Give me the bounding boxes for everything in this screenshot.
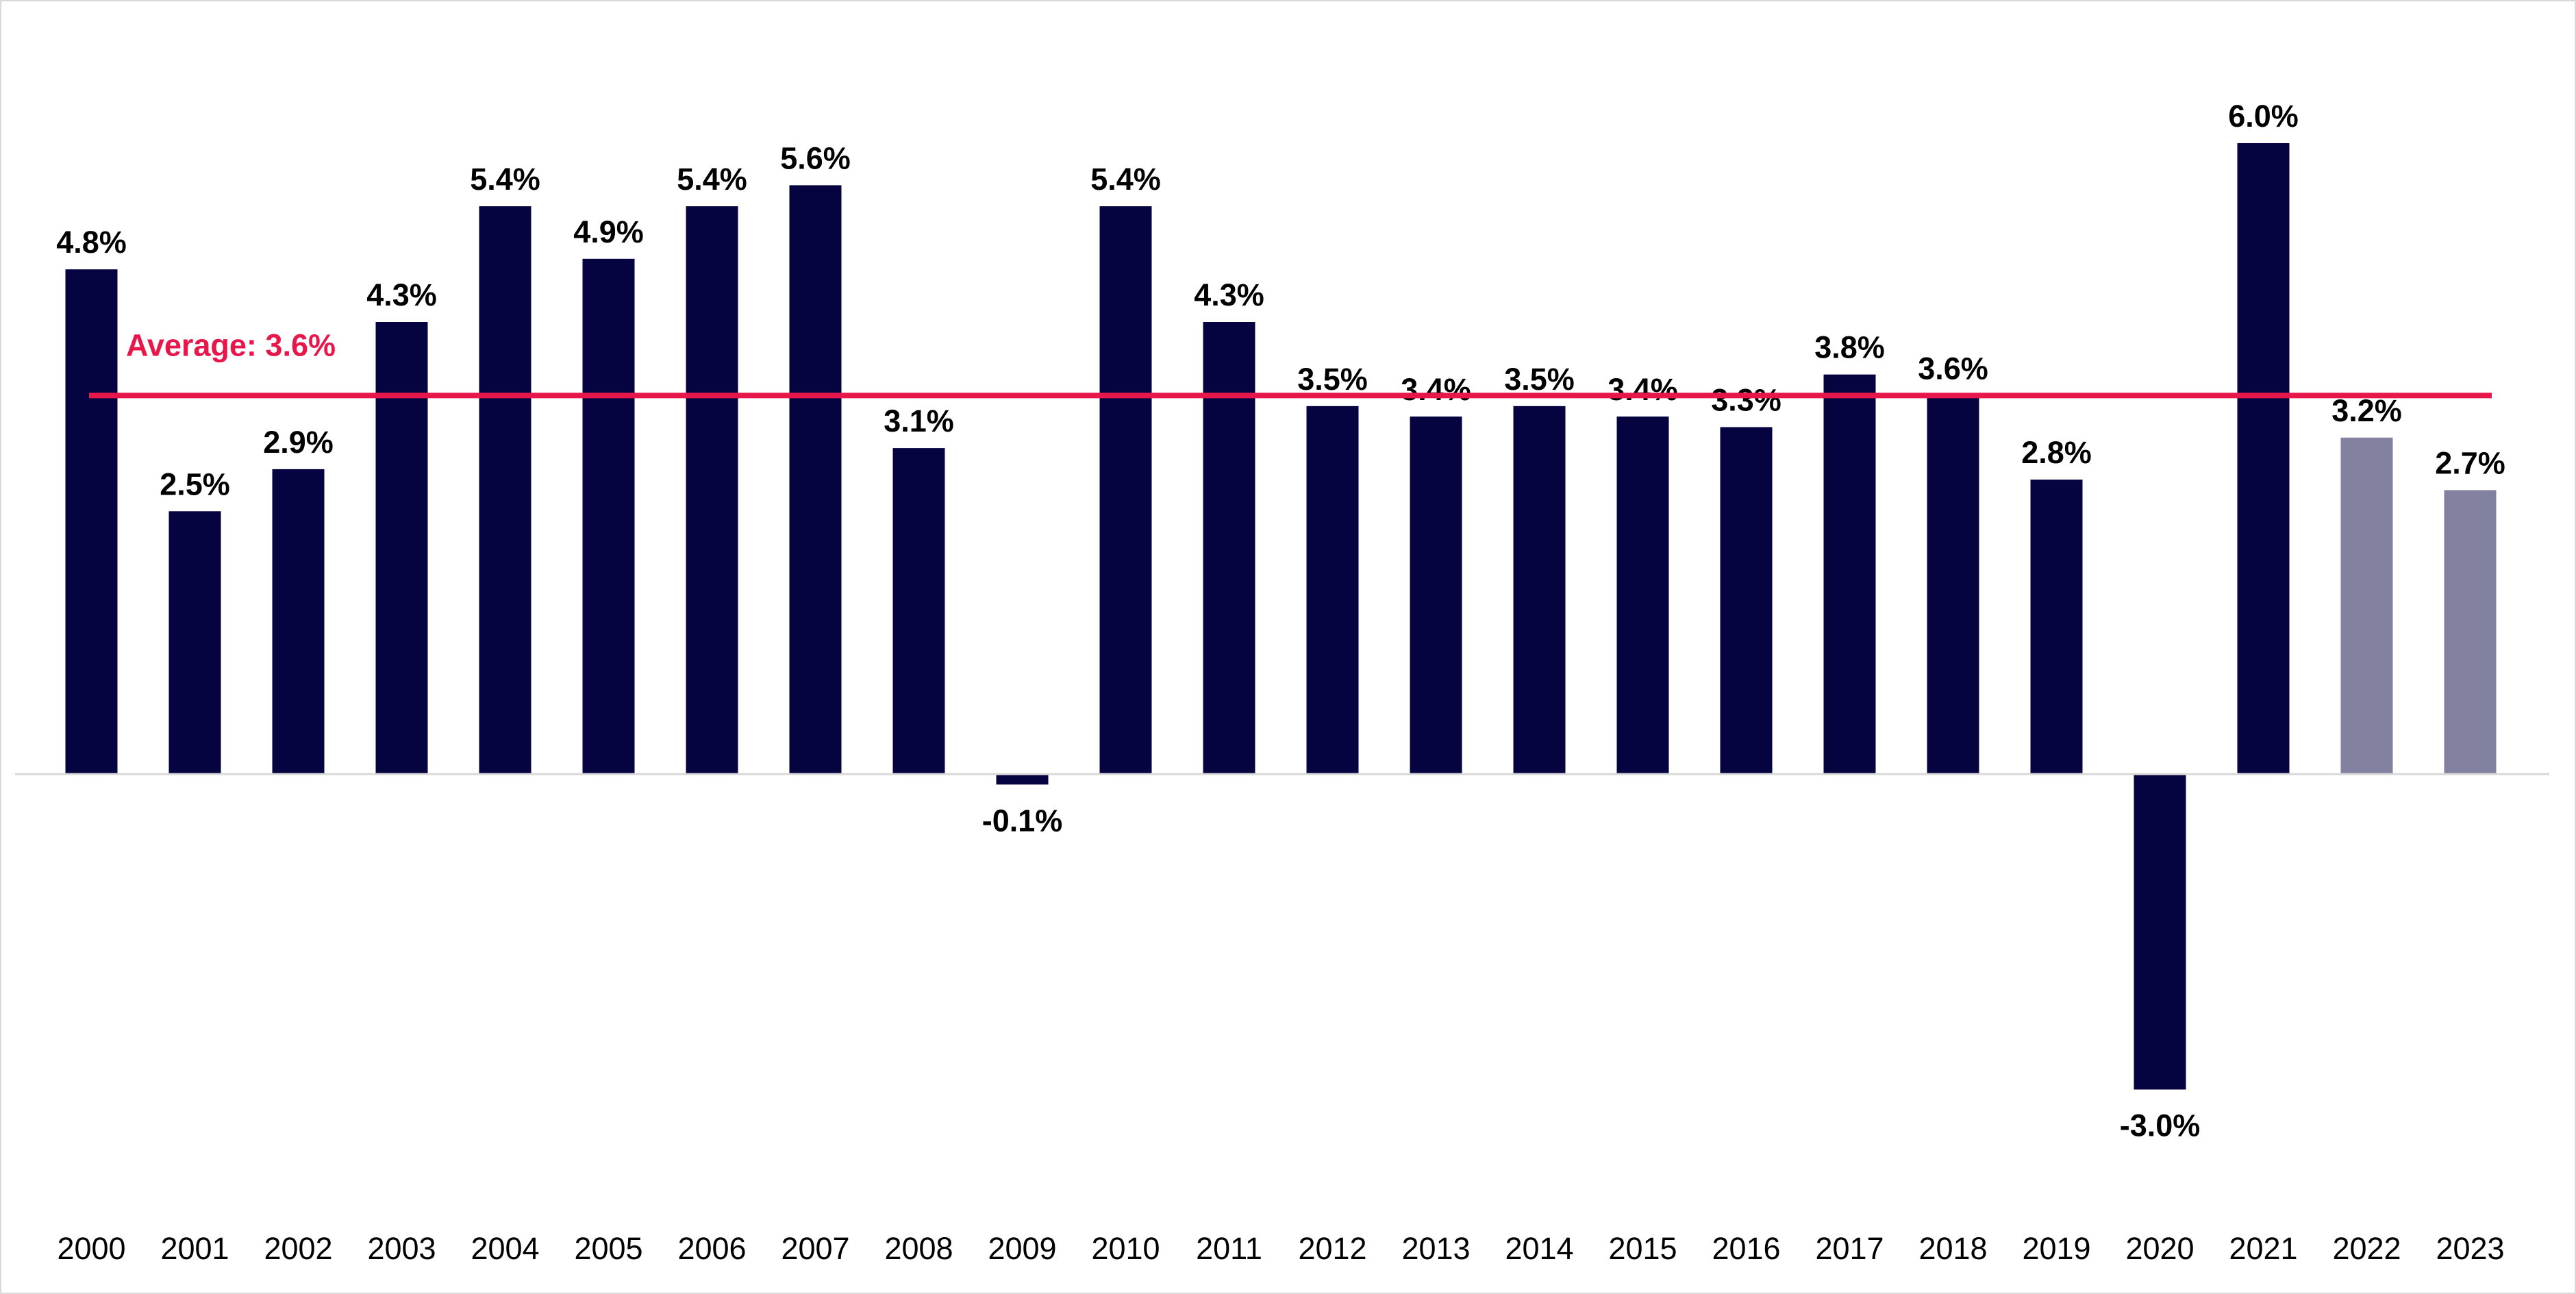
bar-2001 bbox=[168, 511, 221, 775]
bar-2004 bbox=[479, 206, 532, 775]
data-label-2009: -0.1% bbox=[982, 803, 1063, 838]
data-label-2015: 3.4% bbox=[1608, 372, 1678, 407]
bar-2008 bbox=[892, 448, 945, 774]
bar-2002 bbox=[272, 469, 325, 774]
data-label-2013: 3.4% bbox=[1401, 372, 1471, 407]
bar-2012 bbox=[1306, 406, 1359, 775]
x-tick-2019: 2019 bbox=[2022, 1231, 2090, 1266]
data-label-2005: 4.9% bbox=[573, 214, 644, 249]
x-tick-2007: 2007 bbox=[781, 1231, 849, 1266]
x-tick-2005: 2005 bbox=[574, 1231, 642, 1266]
bar-2021 bbox=[2237, 143, 2290, 774]
x-tick-2012: 2012 bbox=[1298, 1231, 1366, 1266]
data-labels-layer: 4.8% 2.5% 2.9% 4.3% 5.4% 4.9% 5.4% 5.6% 3.1% -0.1… bbox=[56, 99, 2505, 1143]
bar-2005 bbox=[582, 258, 635, 774]
bar-2000 bbox=[65, 269, 118, 774]
x-tick-2011: 2011 bbox=[1196, 1231, 1262, 1266]
x-tick-2006: 2006 bbox=[677, 1231, 746, 1266]
data-label-2016: 3.3% bbox=[1711, 383, 1781, 418]
x-tick-2009: 2009 bbox=[988, 1231, 1056, 1266]
bar-2003 bbox=[375, 322, 428, 774]
x-tick-2010: 2010 bbox=[1091, 1231, 1160, 1266]
bar-2020 bbox=[2134, 774, 2186, 1090]
data-label-2001: 2.5% bbox=[160, 466, 230, 501]
bar-2010 bbox=[1099, 206, 1152, 775]
data-label-2003: 4.3% bbox=[366, 277, 437, 312]
bar-2018 bbox=[1927, 395, 1979, 774]
bar-2009 bbox=[996, 774, 1049, 785]
average-label: Average: 3.6% bbox=[126, 327, 336, 362]
x-tick-2015: 2015 bbox=[1608, 1231, 1677, 1266]
x-tick-2001: 2001 bbox=[160, 1231, 229, 1266]
data-label-2002: 2.9% bbox=[263, 425, 334, 460]
bar-2014 bbox=[1513, 406, 1566, 775]
bar-2011 bbox=[1203, 322, 1255, 774]
data-label-2022: 3.2% bbox=[2331, 393, 2402, 428]
x-tick-2021: 2021 bbox=[2229, 1231, 2297, 1266]
x-tick-2003: 2003 bbox=[367, 1231, 436, 1266]
x-tick-2002: 2002 bbox=[264, 1231, 332, 1266]
bar-2013 bbox=[1410, 416, 1462, 774]
bar-2016 bbox=[1720, 427, 1773, 774]
x-tick-2008: 2008 bbox=[884, 1231, 953, 1266]
data-label-2006: 5.4% bbox=[677, 162, 747, 197]
bar-2022 bbox=[2340, 437, 2393, 774]
data-label-2000: 4.8% bbox=[56, 225, 127, 260]
bar-2019 bbox=[2030, 480, 2083, 774]
data-label-2019: 2.8% bbox=[2021, 435, 2092, 470]
data-label-2011: 4.3% bbox=[1194, 277, 1264, 312]
x-tick-2018: 2018 bbox=[1918, 1231, 1987, 1266]
data-label-2021: 6.0% bbox=[2228, 99, 2299, 134]
bar-2007 bbox=[789, 185, 842, 774]
data-label-2004: 5.4% bbox=[470, 162, 540, 197]
x-tick-2023: 2023 bbox=[2436, 1231, 2504, 1266]
x-tick-2016: 2016 bbox=[1712, 1231, 1780, 1266]
bar-2023 bbox=[2444, 490, 2497, 774]
x-tick-2020: 2020 bbox=[2125, 1231, 2194, 1266]
data-label-2012: 3.5% bbox=[1297, 362, 1368, 397]
bar-2017 bbox=[1823, 374, 1876, 774]
data-label-2023: 2.7% bbox=[2435, 446, 2505, 481]
x-tick-2013: 2013 bbox=[1401, 1231, 1470, 1266]
bar-2015 bbox=[1616, 416, 1669, 774]
x-tick-2022: 2022 bbox=[2332, 1231, 2401, 1266]
data-label-2017: 3.8% bbox=[1814, 330, 1885, 365]
bar-2006 bbox=[686, 206, 738, 775]
x-tick-2017: 2017 bbox=[1815, 1231, 1884, 1266]
x-tick-2014: 2014 bbox=[1505, 1231, 1573, 1266]
data-label-2010: 5.4% bbox=[1090, 162, 1161, 197]
data-label-2008: 3.1% bbox=[884, 403, 954, 438]
data-label-2014: 3.5% bbox=[1504, 362, 1575, 397]
x-axis-tick-labels: 2000 2001 2002 2003 2004 2005 2006 2007 2008 2009… bbox=[57, 1231, 2504, 1266]
data-label-2007: 5.6% bbox=[780, 140, 851, 175]
data-label-2020: -3.0% bbox=[2120, 1108, 2201, 1143]
x-tick-2004: 2004 bbox=[471, 1231, 539, 1266]
x-tick-2000: 2000 bbox=[57, 1231, 125, 1266]
data-label-2018: 3.6% bbox=[1918, 351, 1988, 386]
